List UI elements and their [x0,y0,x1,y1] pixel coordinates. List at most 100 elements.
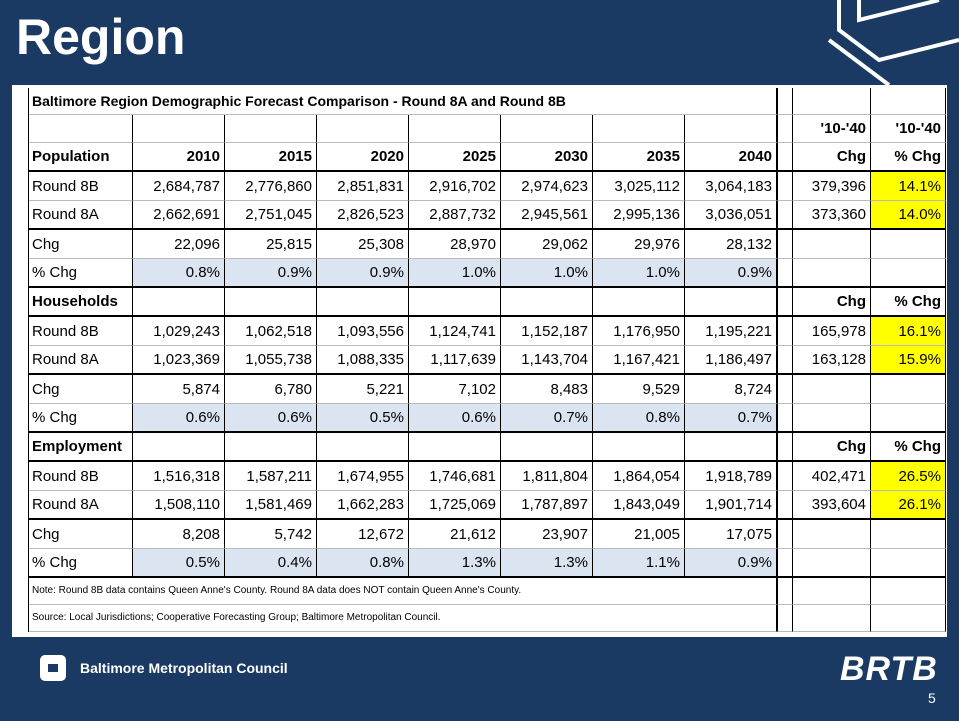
row-label: Chg [28,375,133,404]
pct-cell [871,375,946,404]
value-cell: 6,780 [225,375,317,404]
chg-cell [793,404,871,433]
value-cell: 1,167,421 [593,346,685,375]
chg-cell: 402,471 [793,462,871,491]
value-cell: 23,907 [501,520,593,549]
value-cell: 1,674,955 [317,462,409,491]
value-cell: 2,751,045 [225,201,317,230]
year-header [317,433,409,462]
table-cell [501,115,593,143]
value-cell: 1.0% [501,259,593,288]
year-header [225,288,317,317]
value-cell: 22,096 [133,230,225,259]
chg-cell [793,375,871,404]
value-cell: 0.8% [317,549,409,578]
page-number: 5 [928,690,936,706]
value-cell: 28,970 [409,230,501,259]
gap-cell [777,317,793,346]
chg-cell: Chg [793,433,871,462]
value-cell: 2,662,691 [133,201,225,230]
value-cell: 29,976 [593,230,685,259]
value-cell: 1,516,318 [133,462,225,491]
pct-cell: 26.1% [871,491,946,520]
gap-cell [777,230,793,259]
value-cell: 1,811,804 [501,462,593,491]
value-cell: 21,005 [593,520,685,549]
year-header [685,288,777,317]
value-cell: 0.6% [409,404,501,433]
value-cell: 25,815 [225,230,317,259]
value-cell: 0.9% [685,549,777,578]
value-cell: 0.6% [225,404,317,433]
value-cell: 1,901,714 [685,491,777,520]
value-cell: 0.5% [317,404,409,433]
value-cell: 2,945,561 [501,201,593,230]
pct-cell: % Chg [871,433,946,462]
pct-cell: % Chg [871,288,946,317]
gap-cell [777,172,793,201]
year-header: 2015 [225,143,317,172]
value-cell: 2,974,623 [501,172,593,201]
value-cell: 1.3% [409,549,501,578]
row-label: % Chg [28,404,133,433]
row-label: Round 8B [28,462,133,491]
pct-cell [871,578,946,605]
pct-cell: 15.9% [871,346,946,375]
value-cell: 2,851,831 [317,172,409,201]
value-cell: 1,725,069 [409,491,501,520]
chg-cell: Chg [793,143,871,172]
value-cell: 1.0% [409,259,501,288]
value-cell: 21,612 [409,520,501,549]
brtb-logo: BRTB [840,650,938,688]
chg-cell [793,259,871,288]
chg-cell [793,578,871,605]
chg-cell [793,549,871,578]
value-cell: 28,132 [685,230,777,259]
pct-cell: 14.1% [871,172,946,201]
value-cell: 8,724 [685,375,777,404]
gap-cell [777,143,793,172]
row-label: Chg [28,520,133,549]
chg-cell: 373,360 [793,201,871,230]
gap-cell [777,201,793,230]
value-cell: 7,102 [409,375,501,404]
bmc-logo [40,655,66,681]
year-header [685,433,777,462]
table-cell [133,115,225,143]
row-label: % Chg [28,549,133,578]
pct-cell [871,230,946,259]
gap-cell [777,259,793,288]
note-text: Note: Round 8B data contains Queen Anne'… [28,578,777,605]
value-cell: 0.9% [685,259,777,288]
row-label: Round 8B [28,317,133,346]
row-label: Round 8B [28,172,133,201]
gap-cell [777,433,793,462]
year-header: 2020 [317,143,409,172]
pct-cell [871,404,946,433]
value-cell: 1,055,738 [225,346,317,375]
value-cell: 3,036,051 [685,201,777,230]
value-cell: 1,093,556 [317,317,409,346]
chg-cell: '10-'40 [793,115,871,143]
value-cell: 1,918,789 [685,462,777,491]
year-header [133,433,225,462]
pct-cell: 26.5% [871,462,946,491]
value-cell: 1,746,681 [409,462,501,491]
year-header: 2030 [501,143,593,172]
gap-cell [777,346,793,375]
pct-cell: 14.0% [871,201,946,230]
year-header: 2010 [133,143,225,172]
value-cell: 5,742 [225,520,317,549]
section-header: Employment [28,433,133,462]
row-label: Round 8A [28,201,133,230]
row-label: Round 8A [28,346,133,375]
section-header: Population [28,143,133,172]
pct-cell [871,259,946,288]
chg-cell: 163,128 [793,346,871,375]
year-header [409,433,501,462]
year-header [501,288,593,317]
value-cell: 2,826,523 [317,201,409,230]
year-header: 2035 [593,143,685,172]
value-cell: 25,308 [317,230,409,259]
